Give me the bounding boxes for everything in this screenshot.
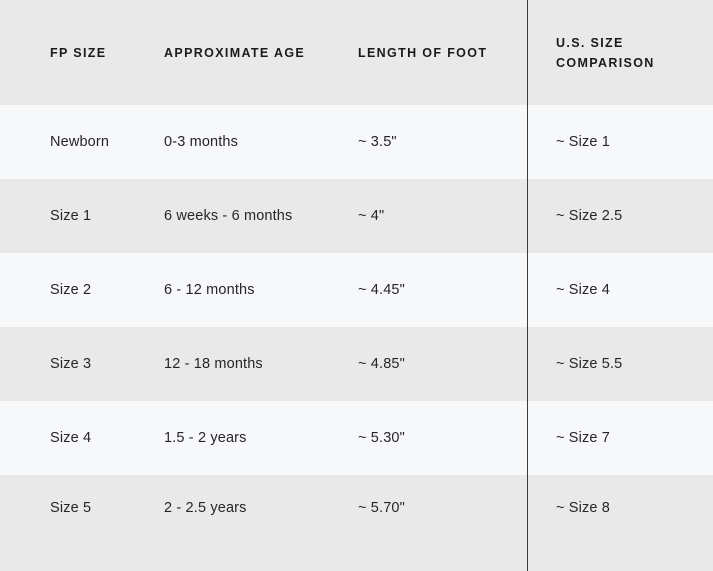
table-row: Size 1 6 weeks - 6 months ~ 4" ~ Size 2.… xyxy=(0,179,713,253)
cell-approx-age: 0-3 months xyxy=(164,134,239,150)
cell-foot-length: ~ 3.5" xyxy=(358,134,397,150)
cell-fp-size: Newborn xyxy=(50,134,110,150)
table-row: Size 3 12 - 18 months ~ 4.85" ~ Size 5.5 xyxy=(0,327,713,401)
cell-us-size: ~ Size 5.5 xyxy=(556,356,623,372)
cell-us-size: ~ Size 7 xyxy=(556,430,610,446)
table-row: Newborn 0-3 months ~ 3.5" ~ Size 1 xyxy=(0,105,713,179)
cell-foot-length: ~ 4" xyxy=(358,208,385,224)
cell-approx-age: 2 - 2.5 years xyxy=(164,500,247,516)
cell-fp-size: Size 3 xyxy=(50,356,92,372)
cell-foot-length: ~ 5.70" xyxy=(358,500,405,516)
column-header-fp-size: FP SIZE xyxy=(50,45,107,60)
column-header-approximate-age: APPROXIMATE AGE xyxy=(164,45,306,60)
cell-foot-length: ~ 4.45" xyxy=(358,282,405,298)
cell-approx-age: 12 - 18 months xyxy=(164,356,263,372)
cell-fp-size: Size 5 xyxy=(50,500,92,516)
cell-fp-size: Size 4 xyxy=(50,430,92,446)
cell-foot-length: ~ 5.30" xyxy=(358,430,405,446)
table-header-row: FP SIZE APPROXIMATE AGE LENGTH OF FOOT U… xyxy=(0,0,713,105)
cell-approx-age: 6 weeks - 6 months xyxy=(164,208,293,224)
column-header-us-size-comparison: U.S. SIZE COMPARISON xyxy=(556,35,655,70)
cell-fp-size: Size 2 xyxy=(50,282,92,298)
cell-us-size: ~ Size 4 xyxy=(556,282,610,298)
column-divider xyxy=(527,0,528,571)
table-row: Size 2 6 - 12 months ~ 4.45" ~ Size 4 xyxy=(0,253,713,327)
cell-us-size: ~ Size 2.5 xyxy=(556,208,623,224)
cell-approx-age: 1.5 - 2 years xyxy=(164,430,247,446)
table-row: Size 5 2 - 2.5 years ~ 5.70" ~ Size 8 xyxy=(0,475,713,571)
table-row: Size 4 1.5 - 2 years ~ 5.30" ~ Size 7 xyxy=(0,401,713,475)
cell-us-size: ~ Size 1 xyxy=(556,134,610,150)
column-header-length-of-foot: LENGTH OF FOOT xyxy=(358,45,488,60)
cell-us-size: ~ Size 8 xyxy=(556,500,610,516)
cell-approx-age: 6 - 12 months xyxy=(164,282,255,298)
cell-foot-length: ~ 4.85" xyxy=(358,356,405,372)
cell-fp-size: Size 1 xyxy=(50,208,92,224)
